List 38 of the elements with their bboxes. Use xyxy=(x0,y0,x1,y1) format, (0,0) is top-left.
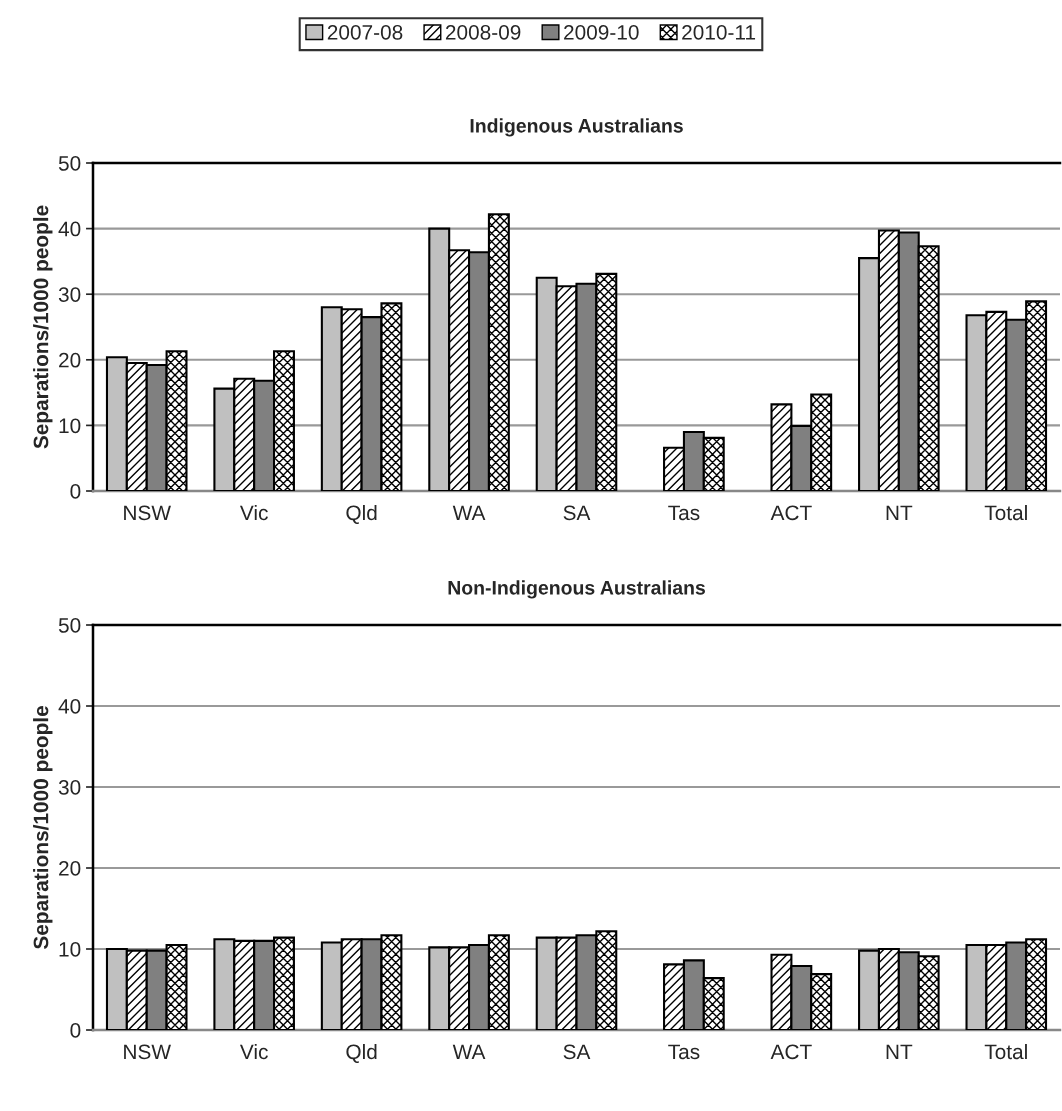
chart-title: Indigenous Australians xyxy=(470,118,683,137)
y-tick-label: 50 xyxy=(58,156,81,171)
x-tick-label: NSW xyxy=(124,505,171,521)
y-tick-label: 50 xyxy=(58,618,81,633)
x-tick-label: WA xyxy=(452,505,486,520)
legend-label: 2009-10 xyxy=(564,24,639,40)
x-tick-label: Tas xyxy=(668,505,700,521)
x-tick-label: NSW xyxy=(124,1044,171,1060)
x-tick-label: Qld xyxy=(346,504,377,524)
x-tick-label: Qld xyxy=(346,1043,377,1063)
x-tick-label: SA xyxy=(563,1044,591,1060)
x-tick-label: Total xyxy=(984,504,1027,521)
y-tick-label: 0 xyxy=(70,1023,81,1038)
y-tick-label: 20 xyxy=(59,352,81,368)
x-tick-label: WA xyxy=(452,1044,486,1059)
y-tick-label: 40 xyxy=(58,699,81,714)
x-tick-label: SA xyxy=(563,505,591,521)
x-tick-label: ACT xyxy=(770,505,812,521)
legend-label: 2008-09 xyxy=(445,24,521,40)
x-tick-label: Total xyxy=(984,1043,1027,1060)
y-tick-label: 30 xyxy=(58,780,81,795)
x-tick-label: ACT xyxy=(770,1044,812,1060)
y-axis-title: Separations/1000 people xyxy=(33,706,53,950)
x-tick-label: NT xyxy=(886,1044,913,1059)
y-tick-label: 40 xyxy=(58,221,81,237)
y-tick-label: 10 xyxy=(59,418,81,434)
x-tick-label: Vic xyxy=(239,504,268,521)
y-axis-title: Separations/1000 people xyxy=(33,205,53,449)
chart-title: Non-Indigenous Australians xyxy=(448,580,705,599)
y-tick-label: 0 xyxy=(70,484,81,499)
y-tick-label: 20 xyxy=(59,861,81,876)
legend-label: 2007-08 xyxy=(327,24,403,40)
x-tick-label: Tas xyxy=(668,1044,700,1060)
y-tick-label: 30 xyxy=(58,287,81,302)
x-tick-label: Vic xyxy=(239,1043,268,1060)
x-tick-label: NT xyxy=(886,505,913,520)
y-tick-label: 10 xyxy=(59,942,81,957)
legend-label: 2010-11 xyxy=(682,24,756,40)
